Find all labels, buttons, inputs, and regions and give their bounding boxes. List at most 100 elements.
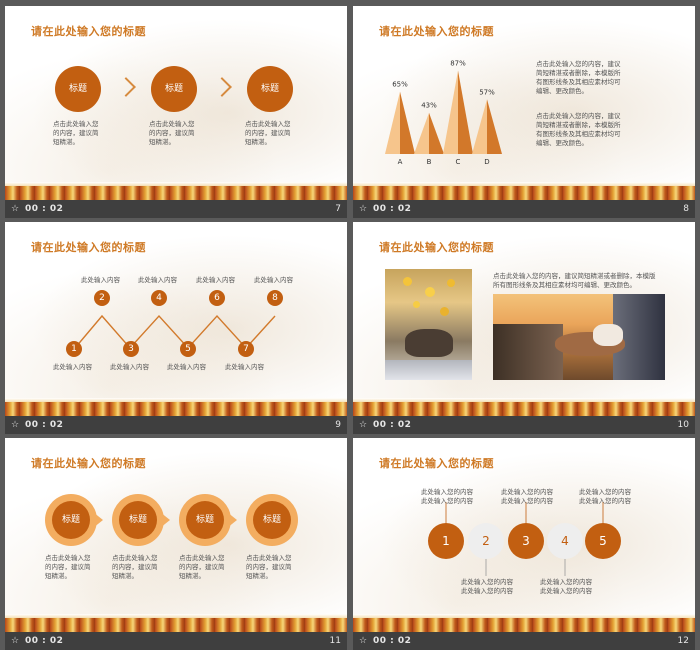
title-circle: 标题 xyxy=(247,66,293,112)
slide-canvas: 请在此处输入您的标题 点击此处输入您的内容，建议简短精湛或者删除，本模版 所有图形… xyxy=(353,222,695,416)
peak-left-face xyxy=(443,70,458,154)
data-label: 65% xyxy=(392,81,408,89)
text-block: 点击此处输入您的内容，建议简短精湛或者删除，本模版所有图形线条及其相应素材均可编… xyxy=(536,112,621,147)
category-label: A xyxy=(398,158,403,166)
star-icon: ☆ xyxy=(359,636,368,646)
title-circle: 标题 xyxy=(119,501,157,539)
step-circle: 3 xyxy=(123,341,139,357)
peak-right-face xyxy=(458,70,473,154)
node-label: 此处输入内容 xyxy=(196,276,235,284)
label-pair: 此处输入您的内容 此处输入您的内容 xyxy=(540,578,592,595)
category-label: B xyxy=(427,158,432,166)
slide-number: 8 xyxy=(683,204,689,214)
star-icon: ☆ xyxy=(11,420,20,430)
data-label: 43% xyxy=(421,102,437,110)
text-block: 点击此处输入您的内容，建议简短精湛或者删除，本模版所有图形线条及其相应素材均可编… xyxy=(536,60,621,95)
arrow-icon xyxy=(227,512,237,528)
node-label: 此处输入内容 xyxy=(53,363,92,371)
slide-timing: 00 : 02 xyxy=(373,420,412,430)
peak-right-face xyxy=(429,112,444,154)
slide-info-bar: ☆ 00 : 02 10 xyxy=(353,416,695,434)
slide-number: 12 xyxy=(677,636,689,646)
zigzag-line xyxy=(74,314,276,350)
slide-thumbnail-7[interactable]: 请在此处输入您的标题 标题 标题 标题 点击此处输入您 的内容，建议简 短精湛。 点… xyxy=(5,6,347,218)
slide-canvas: 请在此处输入您的标题 此处输入您的内容 此处输入您的内容 此处输入您的内容 此处输入… xyxy=(353,438,695,632)
slide-thumbnail-8[interactable]: 请在此处输入您的标题 65% A 43% B 87% C 57% D 点击此处输入您的内容，建… xyxy=(353,6,695,218)
slide-timing: 00 : 02 xyxy=(25,204,64,214)
slide-title: 请在此处输入您的标题 xyxy=(379,25,494,38)
node-label: 此处输入内容 xyxy=(138,276,177,284)
slide-number: 9 xyxy=(335,420,341,430)
data-label: 57% xyxy=(479,88,495,96)
slide-title: 请在此处输入您的标题 xyxy=(31,457,146,470)
caption: 点击此处输入您 的内容，建议简 短精湛。 xyxy=(45,554,91,580)
star-icon: ☆ xyxy=(11,204,20,214)
caption: 点击此处输入您 的内容，建议简 短精湛。 xyxy=(246,554,292,580)
star-icon: ☆ xyxy=(359,420,368,430)
title-circle: 标题 xyxy=(55,66,101,112)
number-circle: 1 xyxy=(428,523,464,559)
title-circle: 标题 xyxy=(253,501,291,539)
slide-title: 请在此处输入您的标题 xyxy=(379,241,494,254)
node-label: 此处输入内容 xyxy=(110,363,149,371)
label-pair: 此处输入您的内容 此处输入您的内容 xyxy=(461,578,513,595)
connector-lines xyxy=(445,502,604,576)
number-circle: 5 xyxy=(585,523,621,559)
data-label: 87% xyxy=(450,59,466,67)
label-pair: 此处输入您的内容 此处输入您的内容 xyxy=(579,488,631,505)
title-circle: 标题 xyxy=(52,501,90,539)
caption: 点击此处输入您 的内容，建议简 短精湛。 xyxy=(179,554,225,580)
caption: 点击此处输入您 的内容，建议简 短精湛。 xyxy=(112,554,158,580)
step-circle: 5 xyxy=(180,341,196,357)
slide-title: 请在此处输入您的标题 xyxy=(379,457,494,470)
step-circle: 8 xyxy=(267,290,283,306)
slide-number: 7 xyxy=(335,204,341,214)
coins-handshake-photo xyxy=(385,269,472,380)
number-circle: 4 xyxy=(547,523,583,559)
slide-title: 请在此处输入您的标题 xyxy=(31,25,146,38)
background-decoration xyxy=(353,6,695,200)
slide-title: 请在此处输入您的标题 xyxy=(31,241,146,254)
slide-number: 11 xyxy=(329,636,341,646)
slide-canvas: 请在此处输入您的标题 此处输入内容 此处输入内容 此处输入内容 此处输入内容 2… xyxy=(5,222,347,416)
footer-coin-strip xyxy=(353,182,695,200)
step-circle: 7 xyxy=(238,341,254,357)
label-pair: 此处输入您的内容 此处输入您的内容 xyxy=(501,488,553,505)
caption: 点击此处输入您 的内容，建议简 短精湛。 xyxy=(245,120,291,146)
star-icon: ☆ xyxy=(11,636,20,646)
step-circle: 1 xyxy=(66,341,82,357)
peak-right-face xyxy=(487,99,502,154)
footer-coin-strip xyxy=(353,398,695,416)
text-block: 点击此处输入您的内容，建议简短精湛或者删除，本模版所有图形线条及其相应素材均可编… xyxy=(493,272,656,289)
number-circle: 2 xyxy=(468,523,504,559)
caption: 点击此处输入您 的内容，建议简 短精湛。 xyxy=(149,120,195,146)
label-pair: 此处输入您的内容 此处输入您的内容 xyxy=(421,488,473,505)
number-circle: 3 xyxy=(508,523,544,559)
slide-thumbnail-9[interactable]: 请在此处输入您的标题 此处输入内容 此处输入内容 此处输入内容 此处输入内容 2… xyxy=(5,222,347,434)
category-label: C xyxy=(456,158,461,166)
slide-number: 10 xyxy=(677,420,689,430)
footer-coin-strip xyxy=(5,398,347,416)
footer-coin-strip xyxy=(353,614,695,632)
slide-canvas: 请在此处输入您的标题 65% A 43% B 87% C 57% D 点击此处输入您的内容，建… xyxy=(353,6,695,200)
slide-info-bar: ☆ 00 : 02 12 xyxy=(353,632,695,650)
node-label: 此处输入内容 xyxy=(254,276,293,284)
peak-left-face xyxy=(414,112,429,154)
footer-coin-strip xyxy=(5,614,347,632)
peak-right-face xyxy=(400,91,415,154)
slide-timing: 00 : 02 xyxy=(25,636,64,646)
slide-thumbnail-10[interactable]: 请在此处输入您的标题 点击此处输入您的内容，建议简短精湛或者删除，本模版 所有图形… xyxy=(353,222,695,434)
step-circle: 4 xyxy=(151,290,167,306)
footer-coin-strip xyxy=(5,182,347,200)
slide-info-bar: ☆ 00 : 02 9 xyxy=(5,416,347,434)
slide-timing: 00 : 02 xyxy=(373,636,412,646)
star-icon: ☆ xyxy=(359,204,368,214)
peak-left-face xyxy=(385,91,400,154)
slide-timing: 00 : 02 xyxy=(373,204,412,214)
slide-thumbnail-11[interactable]: 请在此处输入您的标题 标题 标题 标题 标题 点击此处输入您 的内容，建议简 短精湛… xyxy=(5,438,347,650)
arrow-icon xyxy=(93,512,103,528)
peak-left-face xyxy=(472,99,487,154)
slide-canvas: 请在此处输入您的标题 标题 标题 标题 点击此处输入您 的内容，建议简 短精湛。 点… xyxy=(5,6,347,200)
slide-thumbnail-12[interactable]: 请在此处输入您的标题 此处输入您的内容 此处输入您的内容 此处输入您的内容 此处输入… xyxy=(353,438,695,650)
slide-timing: 00 : 02 xyxy=(25,420,64,430)
